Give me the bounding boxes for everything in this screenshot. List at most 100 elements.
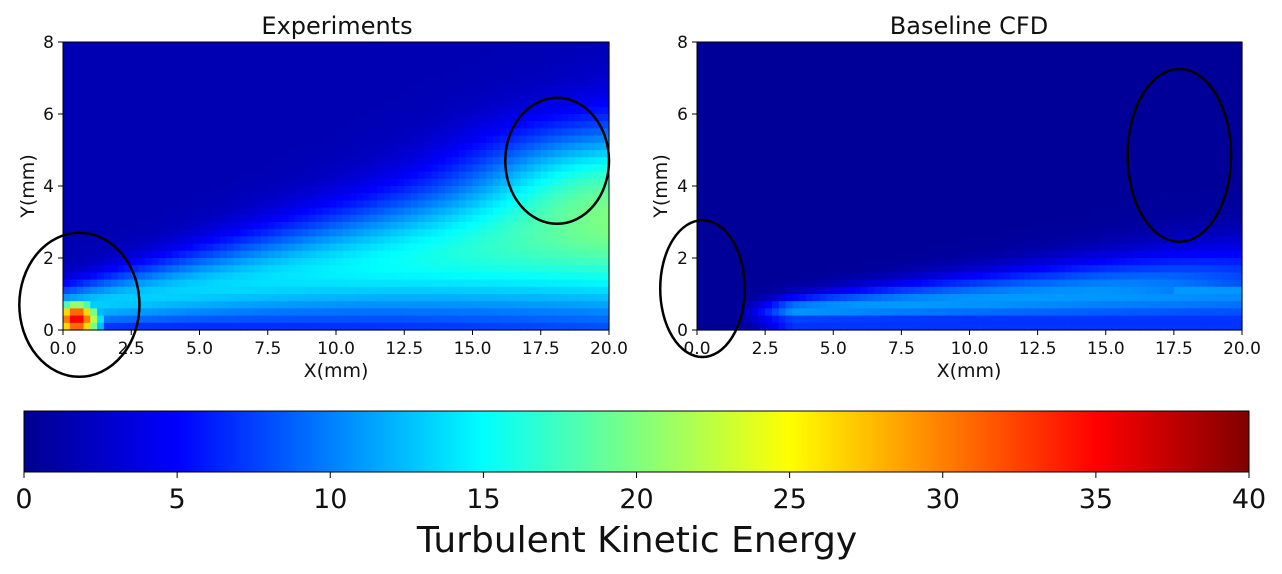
heatmap-cell [969, 56, 977, 65]
heatmap-cell [83, 157, 91, 165]
heatmap-cell [445, 70, 453, 79]
heatmap-cell [703, 99, 712, 108]
heatmap-cell [887, 322, 896, 331]
heatmap-cell [520, 186, 528, 194]
heatmap-cell [499, 164, 508, 173]
heatmap-cell [308, 222, 317, 230]
heatmap-cell [880, 63, 889, 72]
heatmap-cell [983, 258, 991, 266]
heatmap-cell [397, 308, 405, 317]
heatmap-cell [731, 56, 739, 65]
heatmap-cell [370, 236, 378, 245]
heatmap-cell [397, 229, 405, 237]
heatmap-cell [356, 56, 364, 65]
heatmap-cell [771, 315, 780, 324]
heatmap-cell [165, 272, 173, 281]
heatmap-cell [799, 157, 807, 165]
heatmap-cell [172, 171, 180, 180]
heatmap-cell [860, 207, 868, 216]
heatmap-cell [465, 63, 474, 72]
heatmap-cell [908, 214, 916, 223]
heatmap-cell [765, 265, 773, 273]
heatmap-cell [778, 315, 787, 324]
heatmap-cell [894, 294, 902, 302]
heatmap-cell [921, 186, 930, 194]
heatmap-cell [336, 279, 344, 288]
heatmap-cell [260, 229, 269, 237]
heatmap-cell [124, 49, 132, 57]
heatmap-cell [819, 222, 828, 230]
heatmap-cell [438, 63, 446, 72]
heatmap-cell [561, 200, 569, 209]
heatmap-cell [445, 207, 453, 216]
heatmap-cell [724, 250, 732, 259]
heatmap-cell [969, 229, 977, 237]
heatmap-cell [561, 322, 569, 331]
heatmap-cell [185, 121, 194, 129]
heatmap-cell [717, 171, 725, 180]
heatmap-cell [349, 164, 358, 173]
heatmap-cell [588, 78, 596, 86]
heatmap-cell [308, 63, 317, 72]
heatmap-cell [588, 121, 596, 129]
heatmap-cell [846, 70, 855, 79]
heatmap-cell [103, 200, 112, 209]
heatmap-cell [942, 193, 950, 201]
heatmap-cell [76, 193, 85, 201]
heatmap-cell [874, 56, 882, 65]
heatmap-cell [921, 85, 930, 93]
heatmap-cell [758, 315, 766, 324]
heatmap-cell [602, 128, 610, 137]
heatmap-cell [785, 106, 793, 115]
heatmap-cell [465, 279, 474, 288]
heatmap-cell [955, 214, 964, 223]
heatmap-cell [962, 63, 971, 72]
heatmap-cell [744, 193, 753, 201]
heatmap-cell [812, 85, 821, 93]
heatmap-cell [172, 258, 180, 266]
heatmap-cell [117, 193, 126, 201]
heatmap-cell [69, 56, 78, 65]
heatmap-cell [724, 49, 732, 57]
heatmap-cell [935, 70, 943, 79]
heatmap-cell [737, 171, 746, 180]
heatmap-cell [117, 106, 126, 115]
heatmap-cell [185, 99, 194, 108]
heatmap-cell [840, 135, 848, 144]
heatmap-cell [110, 92, 119, 101]
heatmap-cell [295, 150, 303, 158]
heatmap-cell [233, 286, 242, 295]
heatmap-cell [472, 308, 480, 317]
heatmap-cell [976, 85, 984, 93]
heatmap-cell [901, 272, 909, 281]
heatmap-cell [976, 178, 984, 187]
heatmap-cell [860, 135, 868, 144]
heatmap-cell [785, 186, 793, 194]
heatmap-cell [411, 150, 419, 158]
heatmap-cell [349, 265, 358, 273]
heatmap-cell [513, 56, 521, 65]
heatmap-cell [792, 279, 800, 288]
heatmap-cell [717, 214, 725, 223]
heatmap-cell [731, 243, 739, 252]
heatmap-cell [588, 301, 596, 309]
heatmap-cell [492, 207, 501, 216]
heatmap-cell [356, 70, 364, 79]
heatmap-cell [376, 92, 385, 101]
heatmap-cell [103, 272, 112, 281]
heatmap-cell [949, 63, 957, 72]
heatmap-cell [233, 322, 242, 331]
heatmap-cell [887, 178, 896, 187]
heatmap-cell [778, 229, 787, 237]
heatmap-cell [785, 178, 793, 187]
heatmap-cell [568, 193, 576, 201]
heatmap-cell [342, 243, 351, 252]
heatmap-cell [915, 236, 923, 245]
heatmap-cell [274, 272, 282, 281]
heatmap-cell [758, 186, 766, 194]
heatmap-cell [445, 286, 453, 295]
heatmap-cell [785, 214, 793, 223]
heatmap-cell [281, 99, 289, 108]
heatmap-cell [554, 193, 562, 201]
heatmap-cell [697, 56, 705, 65]
